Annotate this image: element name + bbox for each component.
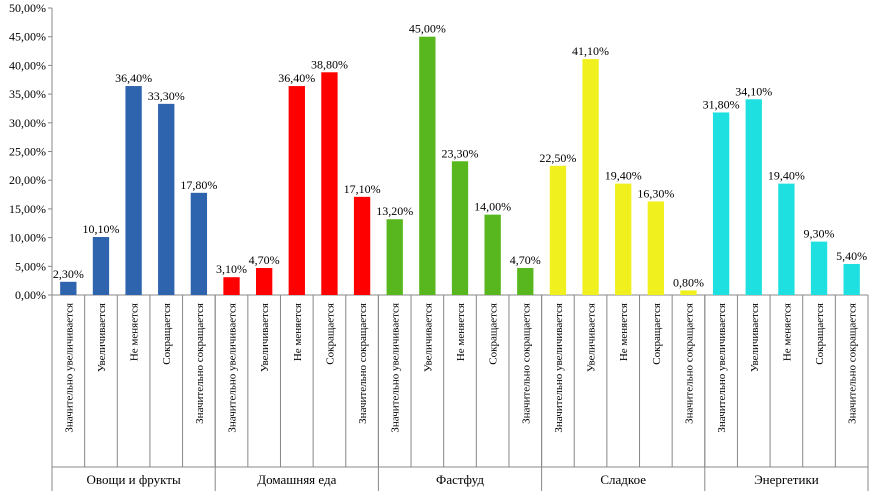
bar [190,192,208,295]
data-label: 10,10% [82,222,119,236]
data-label: 36,40% [115,71,152,85]
data-label: 13,20% [376,204,413,218]
category-label: Значительно увеличивается [390,303,402,433]
data-label: 41,10% [572,44,609,58]
bar [256,268,273,295]
bar [386,219,403,295]
category-label: Не меняется [292,303,304,361]
data-label: 14,00% [474,200,511,214]
bar [712,112,730,295]
bar [451,161,469,295]
category-label: Значительно увеличивается [63,303,75,433]
category-label: Значительно сокращается [357,303,369,424]
bar [60,281,77,295]
category-label: Увеличивается [259,303,271,372]
category-label: Увеличивается [749,303,761,372]
bar [647,201,664,295]
data-label: 5,40% [836,249,867,263]
category-label: Не меняется [781,303,793,361]
bar [582,59,599,295]
data-label: 3,10% [216,262,247,276]
data-label: 36,40% [278,71,315,85]
bar [419,36,436,295]
category-label: Сокращается [324,303,336,365]
group-label: Домашняя еда [257,472,336,487]
y-tick-label: 10,00% [9,231,46,245]
data-label: 23,30% [442,146,479,160]
group-label: Энергетики [754,472,819,487]
category-label: Значительно сокращается [194,303,206,424]
data-label: 19,40% [605,169,642,183]
data-label: 9,30% [804,227,835,241]
data-label: 17,10% [344,182,381,196]
y-tick-label: 45,00% [9,30,46,44]
data-label: 19,40% [768,169,805,183]
bar [321,72,338,296]
y-tick-label: 30,00% [9,116,46,130]
group-label: Овощи и фрукты [87,472,181,487]
bar [125,86,142,296]
data-label: 4,70% [510,253,541,267]
group-label: Сладкое [600,472,646,487]
data-label: 38,80% [311,57,348,71]
data-label: 17,80% [180,178,217,192]
bar [549,165,567,295]
category-label: Значительно увеличивается [716,303,728,433]
data-label: 16,30% [637,186,674,200]
bar [288,86,305,296]
y-tick-label: 25,00% [9,145,46,159]
data-label: 31,80% [703,97,740,111]
bar [843,264,860,295]
data-label: 22,50% [539,151,576,165]
category-label: Не меняется [455,303,467,361]
category-label: Значительно сокращается [520,303,532,424]
category-label: Увеличивается [586,303,598,372]
y-tick-label: 40,00% [9,58,46,72]
category-label: Значительно сокращается [683,303,695,424]
data-label: 4,70% [249,253,280,267]
bar [223,277,240,295]
category-label: Не меняется [618,303,630,361]
bar [615,183,632,295]
y-tick-label: 20,00% [9,173,46,187]
y-tick-label: 0,00% [15,288,46,302]
data-label: 34,10% [735,84,772,98]
category-label: Сокращается [161,303,173,365]
y-tick-label: 50,00% [9,1,46,15]
y-tick-label: 15,00% [9,202,46,216]
bar [778,183,795,295]
data-label: 45,00% [409,22,446,36]
bar [353,196,371,295]
y-tick-label: 35,00% [9,87,46,101]
category-label: Не меняется [129,303,141,361]
bar [484,214,501,295]
group-label: Фастфуд [436,472,484,487]
bar [745,99,762,296]
category-label: Значительно сокращается [847,303,859,424]
bar [517,268,534,295]
bar [810,241,828,295]
category-label: Увеличивается [422,303,434,372]
bar [680,290,697,295]
category-label: Увеличивается [96,303,108,372]
y-tick-label: 5,00% [15,259,46,273]
bar [158,103,175,295]
category-label: Сокращается [488,303,500,365]
data-label: 33,30% [148,89,185,103]
category-label: Сокращается [651,303,663,365]
data-label: 2,30% [53,267,84,281]
category-label: Значительно увеличивается [553,303,565,433]
category-label: Сокращается [814,303,826,365]
data-label: 0,80% [673,275,704,289]
category-label: Значительно увеличивается [227,303,239,433]
bar [92,237,110,295]
